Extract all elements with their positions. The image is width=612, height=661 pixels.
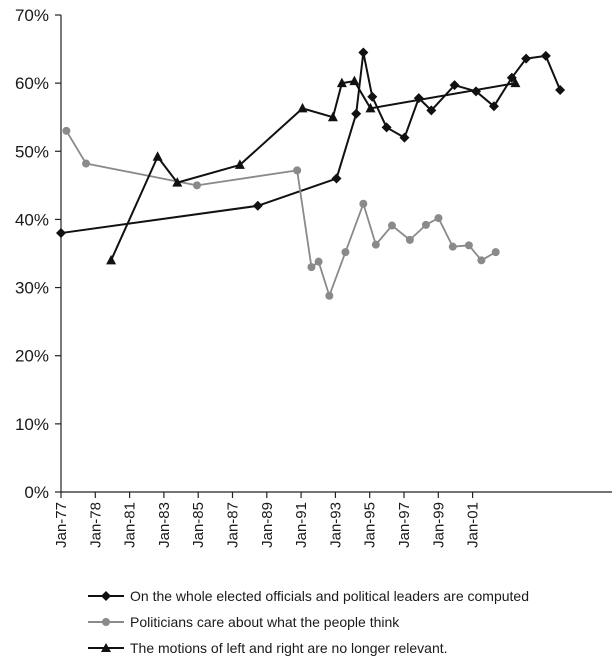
data-point-circle xyxy=(477,256,486,265)
data-point-circle xyxy=(314,257,323,266)
data-point-triangle xyxy=(336,77,347,88)
x-tick-label: Jan-83 xyxy=(156,502,173,548)
data-point-circle xyxy=(491,248,500,257)
data-point-diamond xyxy=(540,50,551,61)
x-tick-label: Jan-97 xyxy=(396,502,413,548)
legend-item-politicians-care: Politicians care about what the people t… xyxy=(88,609,612,635)
data-point-diamond xyxy=(331,173,342,184)
data-point-circle xyxy=(434,214,443,223)
legend-label: On the whole elected officials and polit… xyxy=(130,588,529,604)
data-point-diamond xyxy=(449,80,460,91)
x-tick-label: Jan-01 xyxy=(465,502,482,548)
chart-axes xyxy=(60,15,612,493)
data-point-triangle xyxy=(510,77,521,88)
series-diamond xyxy=(56,47,566,239)
x-tick-label: Jan-87 xyxy=(225,502,242,548)
series-triangle xyxy=(106,75,521,265)
line-chart: 0%10%20%30%40%50%60%70% Jan-77 Jan-78 Jan-… xyxy=(15,6,612,548)
x-tick-label: Jan-91 xyxy=(293,502,310,548)
data-point-triangle xyxy=(297,102,308,113)
legend-label: The motions of left and right are no lon… xyxy=(130,640,448,656)
data-point-triangle xyxy=(365,102,376,113)
series-layer xyxy=(56,47,566,300)
x-axis-ticks: Jan-77 Jan-78 Jan-81 Jan-83 Jan-85 Jan-87 Jan-… xyxy=(53,492,482,548)
data-point-circle xyxy=(82,159,91,168)
legend-label: Politicians care about what the people t… xyxy=(130,614,400,630)
data-point-circle xyxy=(62,126,71,135)
x-tick-label: Jan-89 xyxy=(259,502,276,548)
data-point-circle xyxy=(307,263,316,272)
y-axis-ticks: 0% 10% 20% 30% 40% 50% 60% 70% xyxy=(15,6,61,502)
y-tick-label: 20% xyxy=(15,347,49,366)
data-point-triangle xyxy=(327,111,338,122)
data-point-triangle xyxy=(106,254,117,265)
x-tick-label: Jan-85 xyxy=(190,502,207,548)
x-tick-label: Jan-99 xyxy=(430,502,447,548)
y-tick-label: 40% xyxy=(15,210,49,229)
data-point-circle xyxy=(421,220,430,229)
data-point-triangle xyxy=(349,75,360,86)
data-point-diamond xyxy=(367,91,378,102)
data-point-triangle xyxy=(152,151,163,161)
legend-swatch-circle xyxy=(88,618,124,626)
y-tick-label: 30% xyxy=(15,279,49,298)
legend-swatch-triangle xyxy=(88,643,124,652)
data-point-diamond xyxy=(56,228,66,239)
legend-item-left-right: The motions of left and right are no lon… xyxy=(88,635,612,661)
y-tick-label: 60% xyxy=(15,74,49,93)
data-point-diamond xyxy=(399,132,410,143)
data-point-circle xyxy=(341,248,350,257)
y-tick-label: 10% xyxy=(15,415,49,434)
data-point-triangle xyxy=(234,159,245,169)
x-tick-label: Jan-95 xyxy=(362,502,379,548)
data-point-circle xyxy=(387,221,396,230)
data-point-diamond xyxy=(426,105,437,116)
data-point-triangle xyxy=(172,177,183,187)
data-point-diamond xyxy=(555,84,566,95)
x-tick-label: Jan-77 xyxy=(53,502,70,548)
data-point-diamond xyxy=(488,101,499,112)
data-point-diamond xyxy=(521,53,532,64)
data-point-diamond xyxy=(252,200,263,211)
chart-legend: On the whole elected officials and polit… xyxy=(88,583,612,661)
legend-item-officials-computed: On the whole elected officials and polit… xyxy=(88,583,612,609)
data-point-circle xyxy=(359,199,368,208)
legend-swatch-diamond xyxy=(88,591,124,601)
data-point-diamond xyxy=(381,122,392,133)
data-point-circle xyxy=(371,240,380,249)
data-point-diamond xyxy=(358,47,369,58)
data-point-circle xyxy=(192,181,201,190)
y-tick-label: 70% xyxy=(15,6,49,25)
y-tick-label: 0% xyxy=(24,483,49,502)
x-tick-label: Jan-93 xyxy=(327,502,344,548)
y-tick-label: 50% xyxy=(15,142,49,161)
data-point-diamond xyxy=(351,108,362,119)
data-point-circle xyxy=(293,166,302,175)
series-line xyxy=(65,130,497,297)
data-point-circle xyxy=(448,242,457,251)
data-point-circle xyxy=(325,291,334,300)
series-line xyxy=(110,80,516,261)
data-point-circle xyxy=(464,241,473,250)
data-point-circle xyxy=(405,235,414,244)
series-circle xyxy=(62,126,500,300)
x-tick-label: Jan-78 xyxy=(87,502,104,548)
x-tick-label: Jan-81 xyxy=(122,502,139,548)
